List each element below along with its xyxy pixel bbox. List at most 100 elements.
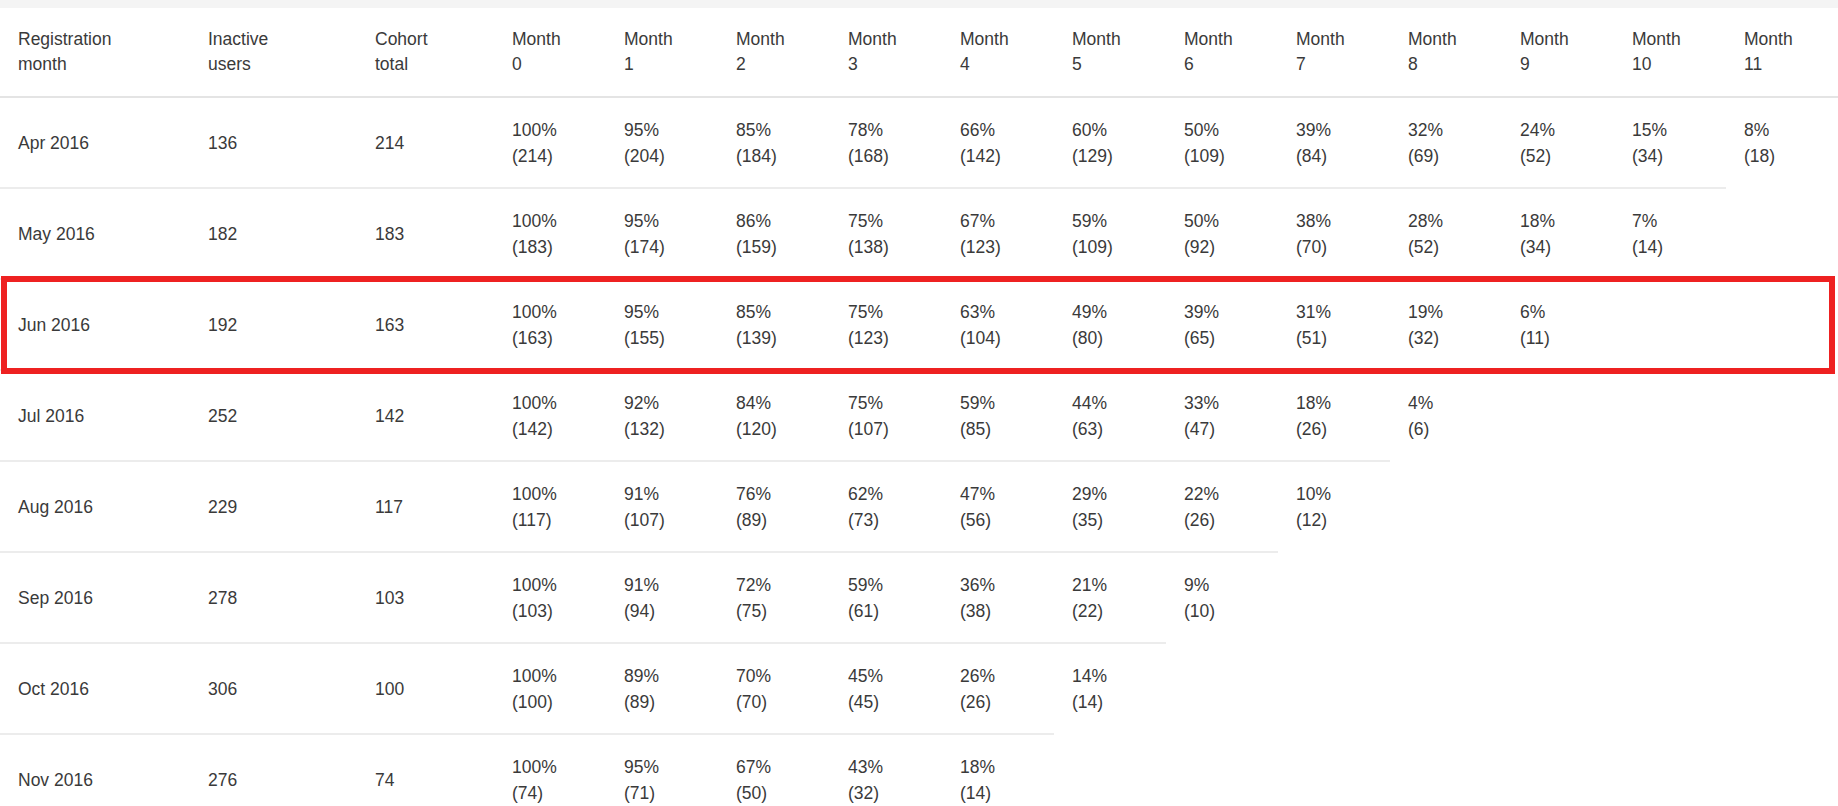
retention-cell-month-2: 84%(120) (718, 370, 830, 461)
empty-cell (1278, 734, 1390, 806)
inactive-users-cell: 136 (190, 97, 357, 188)
retention-percent: 100% (512, 390, 600, 416)
retention-count: (74) (512, 780, 600, 806)
retention-cell-month-9: 6%(11) (1502, 279, 1614, 370)
retention-count: (163) (512, 325, 600, 351)
retention-count: (183) (512, 234, 600, 260)
retention-percent: 78% (848, 117, 936, 143)
retention-count: (129) (1072, 143, 1160, 169)
column-header-inactive-users: Inactive users (190, 8, 357, 97)
registration-month-cell: Apr 2016 (0, 97, 190, 188)
retention-count: (80) (1072, 325, 1160, 351)
retention-cell-month-2: 67%(50) (718, 734, 830, 806)
column-header-month-9: Month 9 (1502, 8, 1614, 97)
empty-cell (1614, 734, 1726, 806)
table-row-sep-2016: Sep 2016278103100%(103)91%(94)72%(75)59%… (0, 552, 1838, 643)
retention-count: (94) (624, 598, 712, 624)
retention-count: (47) (1184, 416, 1272, 442)
retention-cell-month-4: 36%(38) (942, 552, 1054, 643)
column-header-month-3: Month 3 (830, 8, 942, 97)
retention-cell-month-4: 18%(14) (942, 734, 1054, 806)
retention-count: (84) (1296, 143, 1384, 169)
retention-percent: 91% (624, 481, 712, 507)
retention-count: (155) (624, 325, 712, 351)
retention-percent: 62% (848, 481, 936, 507)
retention-count: (109) (1072, 234, 1160, 260)
retention-percent: 21% (1072, 572, 1160, 598)
retention-cell-month-2: 70%(70) (718, 643, 830, 734)
retention-percent: 33% (1184, 390, 1272, 416)
retention-count: (14) (960, 780, 1048, 806)
retention-cell-month-10: 7%(14) (1614, 188, 1726, 279)
inactive-users-cell: 306 (190, 643, 357, 734)
retention-percent: 32% (1408, 117, 1496, 143)
retention-percent: 36% (960, 572, 1048, 598)
column-header-month-2: Month 2 (718, 8, 830, 97)
retention-percent: 8% (1744, 117, 1832, 143)
retention-cell-month-3: 78%(168) (830, 97, 942, 188)
retention-percent: 38% (1296, 208, 1384, 234)
empty-cell (1726, 461, 1838, 552)
registration-month-cell: Jul 2016 (0, 370, 190, 461)
retention-percent: 44% (1072, 390, 1160, 416)
retention-percent: 100% (512, 299, 600, 325)
retention-percent: 22% (1184, 481, 1272, 507)
retention-cell-month-4: 59%(85) (942, 370, 1054, 461)
retention-cell-month-0: 100%(74) (494, 734, 606, 806)
retention-percent: 59% (960, 390, 1048, 416)
retention-percent: 39% (1296, 117, 1384, 143)
retention-cell-month-10: 15%(34) (1614, 97, 1726, 188)
retention-count: (142) (512, 416, 600, 442)
empty-cell (1278, 643, 1390, 734)
column-header-registration-month: Registration month (0, 8, 190, 97)
table-row-jul-2016: Jul 2016252142100%(142)92%(132)84%(120)7… (0, 370, 1838, 461)
retention-cell-month-6: 22%(26) (1166, 461, 1278, 552)
retention-count: (159) (736, 234, 824, 260)
retention-count: (61) (848, 598, 936, 624)
retention-cell-month-3: 75%(107) (830, 370, 942, 461)
retention-count: (32) (1408, 325, 1496, 351)
retention-cell-month-1: 95%(155) (606, 279, 718, 370)
cohort-total-cell: 100 (357, 643, 494, 734)
retention-count: (34) (1632, 143, 1720, 169)
retention-percent: 95% (624, 208, 712, 234)
retention-percent: 67% (736, 754, 824, 780)
top-strip (0, 0, 1838, 8)
retention-percent: 43% (848, 754, 936, 780)
column-header-month-0: Month 0 (494, 8, 606, 97)
retention-cell-month-8: 4%(6) (1390, 370, 1502, 461)
retention-cell-month-4: 67%(123) (942, 188, 1054, 279)
retention-cell-month-5: 60%(129) (1054, 97, 1166, 188)
cohort-total-cell: 74 (357, 734, 494, 806)
column-header-month-1: Month 1 (606, 8, 718, 97)
retention-percent: 100% (512, 572, 600, 598)
retention-count: (142) (960, 143, 1048, 169)
retention-percent: 60% (1072, 117, 1160, 143)
retention-count: (35) (1072, 507, 1160, 533)
retention-count: (139) (736, 325, 824, 351)
retention-percent: 95% (624, 299, 712, 325)
retention-count: (70) (1296, 234, 1384, 260)
retention-percent: 10% (1296, 481, 1384, 507)
retention-count: (69) (1408, 143, 1496, 169)
retention-count: (107) (624, 507, 712, 533)
cohort-total-cell: 183 (357, 188, 494, 279)
retention-cell-month-5: 59%(109) (1054, 188, 1166, 279)
column-header-month-4: Month 4 (942, 8, 1054, 97)
retention-cell-month-0: 100%(183) (494, 188, 606, 279)
retention-count: (71) (624, 780, 712, 806)
retention-count: (26) (960, 689, 1048, 715)
cohort-total-cell: 163 (357, 279, 494, 370)
empty-cell (1502, 734, 1614, 806)
registration-month-cell: May 2016 (0, 188, 190, 279)
retention-cell-month-2: 86%(159) (718, 188, 830, 279)
retention-percent: 100% (512, 754, 600, 780)
retention-cell-month-4: 26%(26) (942, 643, 1054, 734)
retention-percent: 15% (1632, 117, 1720, 143)
retention-count: (70) (736, 689, 824, 715)
retention-cell-month-4: 66%(142) (942, 97, 1054, 188)
retention-count: (123) (848, 325, 936, 351)
retention-percent: 92% (624, 390, 712, 416)
retention-count: (123) (960, 234, 1048, 260)
column-header-month-7: Month 7 (1278, 8, 1390, 97)
